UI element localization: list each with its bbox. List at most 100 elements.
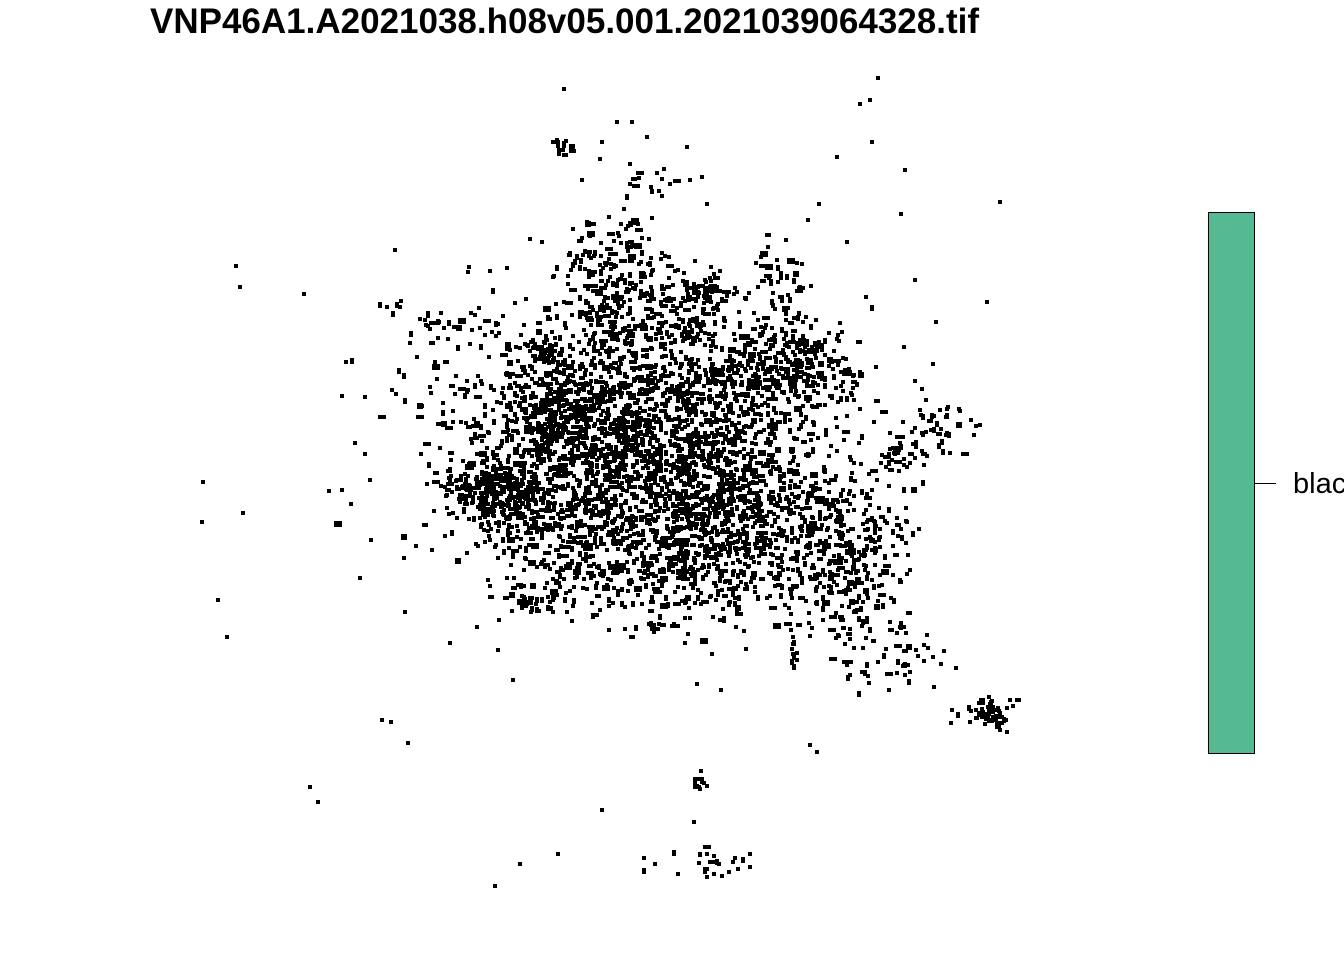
lit-pixel bbox=[480, 382, 484, 386]
lit-pixel bbox=[852, 558, 860, 562]
lit-pixel bbox=[743, 348, 747, 354]
lit-pixel bbox=[495, 446, 499, 450]
lit-pixel bbox=[731, 385, 735, 389]
lit-pixel bbox=[589, 404, 593, 408]
lit-pixel bbox=[688, 286, 694, 290]
lit-pixel bbox=[696, 435, 704, 439]
lit-pixel bbox=[612, 586, 616, 590]
lit-pixel bbox=[845, 396, 849, 402]
lit-pixel bbox=[730, 507, 734, 511]
lit-pixel bbox=[523, 556, 527, 560]
lit-pixel bbox=[706, 519, 710, 525]
lit-pixel bbox=[600, 303, 604, 307]
lit-pixel bbox=[334, 521, 342, 527]
lit-pixel bbox=[825, 498, 829, 504]
lit-pixel bbox=[716, 532, 720, 536]
lit-pixel bbox=[656, 515, 660, 519]
lit-pixel bbox=[621, 458, 625, 462]
lit-pixel bbox=[836, 400, 840, 404]
lit-pixel bbox=[774, 538, 778, 542]
lit-pixel bbox=[754, 468, 758, 474]
lit-pixel bbox=[653, 451, 657, 455]
lit-pixel bbox=[620, 486, 624, 490]
lit-pixel bbox=[673, 442, 677, 448]
lit-pixel bbox=[530, 415, 534, 419]
lit-pixel bbox=[801, 320, 805, 324]
lit-pixel bbox=[546, 439, 554, 443]
lit-pixel bbox=[767, 276, 771, 280]
lit-pixel bbox=[688, 383, 692, 389]
lit-pixel bbox=[667, 415, 671, 419]
lit-pixel bbox=[619, 542, 623, 546]
lit-pixel bbox=[414, 544, 418, 548]
lit-pixel bbox=[623, 281, 627, 285]
lit-pixel bbox=[703, 870, 707, 874]
lit-pixel bbox=[778, 571, 782, 577]
lit-pixel bbox=[748, 461, 752, 465]
lit-pixel bbox=[675, 406, 679, 412]
lit-pixel bbox=[773, 584, 777, 588]
lit-pixel bbox=[757, 430, 763, 434]
lit-pixel bbox=[598, 489, 602, 493]
lit-pixel bbox=[564, 398, 568, 402]
lit-pixel bbox=[530, 365, 534, 371]
lit-pixel bbox=[664, 492, 668, 496]
lit-pixel bbox=[492, 509, 496, 513]
lit-pixel bbox=[778, 497, 782, 503]
lit-pixel bbox=[638, 406, 642, 410]
lit-pixel bbox=[766, 367, 770, 371]
lit-pixel bbox=[858, 102, 862, 106]
lit-pixel bbox=[439, 311, 443, 315]
lit-pixel bbox=[682, 586, 686, 590]
lit-pixel bbox=[905, 520, 909, 524]
lit-pixel bbox=[593, 536, 597, 540]
lit-pixel bbox=[601, 380, 605, 384]
lit-pixel bbox=[773, 520, 777, 524]
lit-pixel bbox=[821, 595, 825, 601]
lit-pixel bbox=[888, 628, 894, 632]
lit-pixel bbox=[675, 525, 683, 531]
lit-pixel bbox=[599, 254, 603, 258]
lit-pixel bbox=[622, 566, 626, 570]
lit-pixel bbox=[857, 594, 861, 600]
lit-pixel bbox=[590, 480, 594, 486]
lit-pixel bbox=[696, 358, 700, 362]
lit-pixel bbox=[769, 541, 773, 545]
lit-pixel bbox=[706, 377, 710, 381]
lit-pixel bbox=[500, 505, 504, 509]
lit-pixel bbox=[528, 560, 536, 566]
lit-pixel bbox=[570, 524, 574, 530]
lit-pixel bbox=[892, 451, 900, 455]
lit-pixel bbox=[549, 516, 555, 520]
lit-pixel bbox=[681, 489, 685, 493]
lit-pixel bbox=[546, 528, 550, 532]
lit-pixel bbox=[792, 374, 796, 378]
lit-pixel bbox=[619, 259, 623, 263]
lit-pixel bbox=[603, 393, 607, 397]
lit-pixel bbox=[663, 254, 667, 258]
lit-pixel bbox=[758, 355, 762, 361]
lit-pixel bbox=[619, 395, 623, 399]
lit-pixel bbox=[635, 494, 639, 500]
lit-pixel bbox=[782, 391, 786, 395]
lit-pixel bbox=[540, 597, 544, 603]
lit-pixel bbox=[433, 360, 437, 364]
lit-pixel bbox=[628, 272, 632, 278]
lit-pixel bbox=[615, 526, 619, 530]
lit-pixel bbox=[770, 375, 774, 379]
lit-pixel bbox=[615, 560, 619, 564]
lit-pixel bbox=[581, 365, 585, 369]
lit-pixel bbox=[649, 513, 653, 517]
lit-pixel bbox=[809, 384, 813, 388]
lit-pixel bbox=[653, 862, 657, 866]
lit-pixel bbox=[834, 543, 842, 547]
lit-pixel bbox=[792, 654, 796, 660]
lit-pixel bbox=[513, 495, 517, 499]
lit-pixel bbox=[837, 566, 845, 570]
lit-pixel bbox=[691, 319, 695, 323]
lit-pixel bbox=[496, 529, 500, 533]
lit-pixel bbox=[719, 432, 725, 436]
lit-pixel bbox=[537, 422, 541, 426]
lit-pixel bbox=[700, 638, 708, 644]
lit-pixel bbox=[776, 533, 780, 537]
